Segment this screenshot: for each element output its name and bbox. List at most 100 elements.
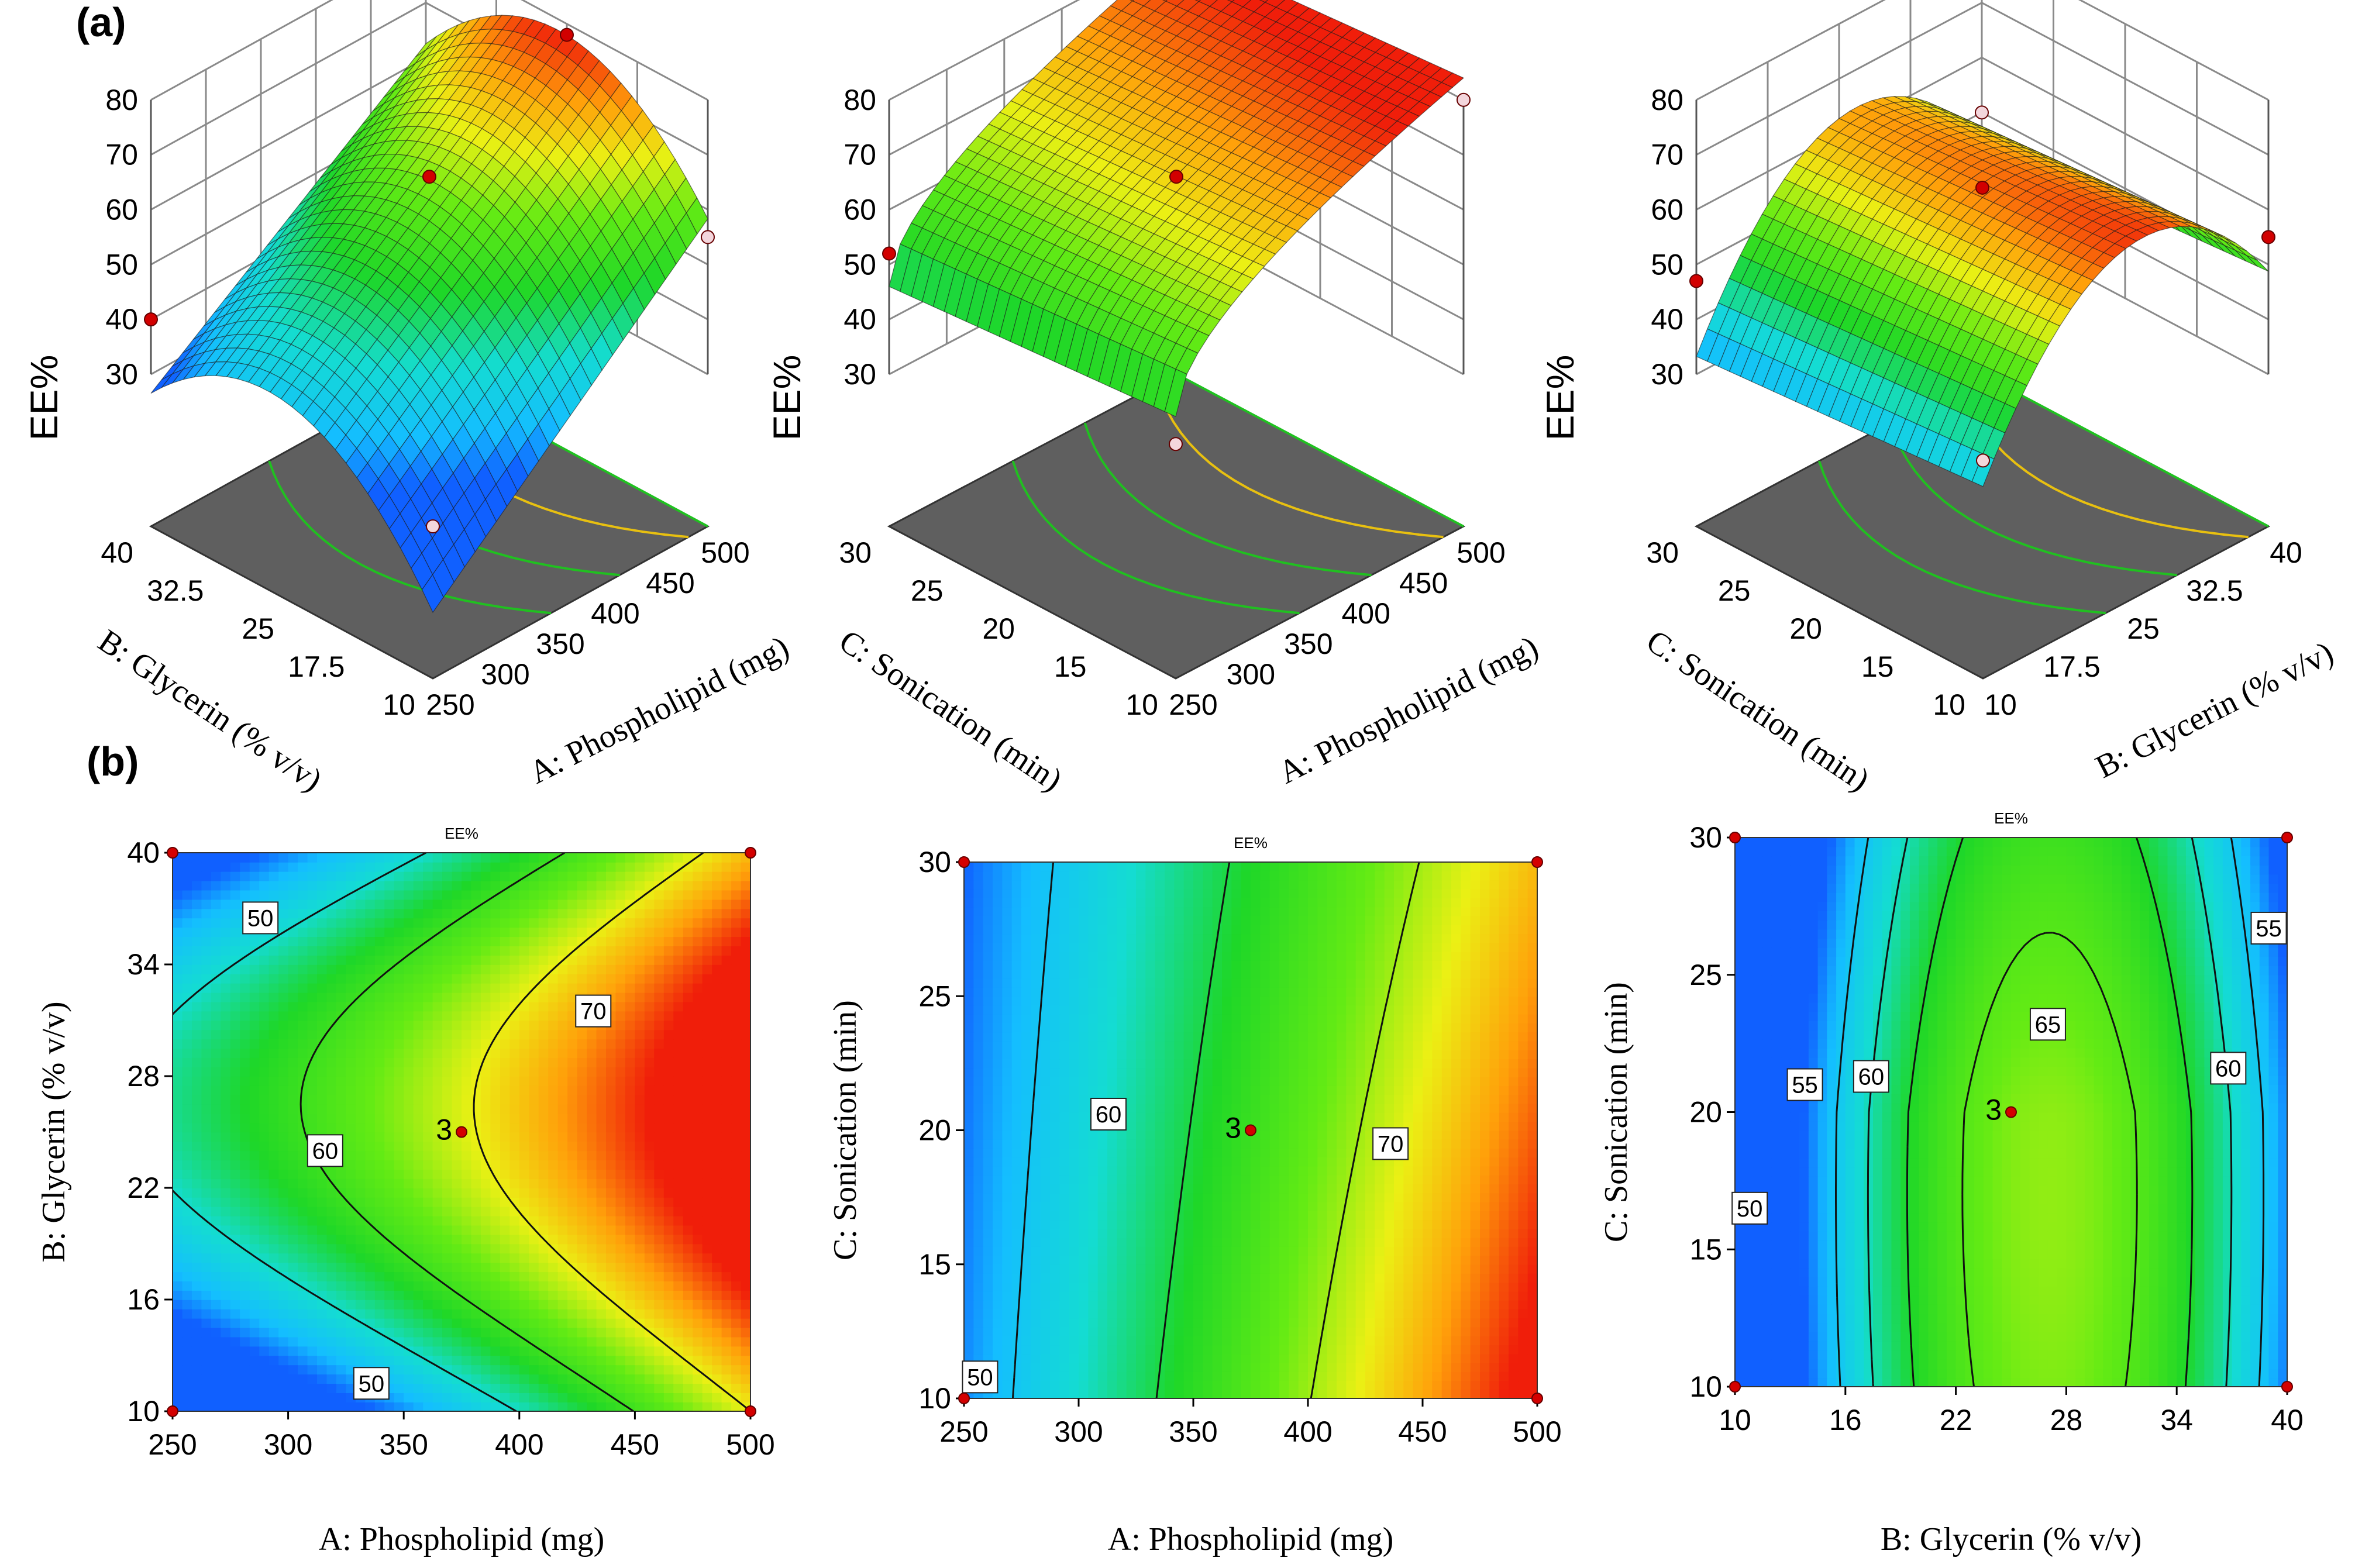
heatmap-cell: [317, 1113, 328, 1124]
heatmap-cell: [663, 1300, 674, 1309]
heatmap-cell: [173, 1393, 183, 1402]
heatmap-cell: [644, 1039, 655, 1049]
heatmap-cell: [288, 1085, 298, 1095]
heatmap-cell: [731, 1281, 742, 1291]
heatmap-cell: [596, 1197, 607, 1207]
heatmap-cell: [654, 1011, 665, 1021]
heatmap-cell: [442, 1383, 453, 1393]
heatmap-cell: [663, 1067, 674, 1077]
heatmap-cell: [317, 1262, 328, 1273]
heatmap-cell: [221, 1048, 231, 1058]
heatmap-cell: [509, 1011, 520, 1021]
heatmap-cell: [741, 1374, 751, 1384]
heatmap-cell: [452, 1150, 462, 1161]
heatmap-cell: [673, 1374, 684, 1384]
heatmap-cell: [211, 1271, 222, 1281]
heatmap-cell: [240, 1076, 250, 1086]
heatmap-cell: [230, 1169, 241, 1179]
heatmap-cell: [432, 983, 443, 993]
heatmap-cell: [509, 1215, 520, 1226]
heatmap-cell: [557, 1393, 568, 1402]
heatmap-cell: [259, 1197, 270, 1207]
heatmap-cell: [452, 1094, 462, 1105]
heatmap-cell: [721, 1364, 732, 1375]
heatmap-cell: [182, 1104, 192, 1114]
design-point: [2261, 230, 2275, 244]
heatmap-cell: [278, 1113, 289, 1124]
y-tick-label: 40: [101, 536, 133, 569]
heatmap-cell: [538, 1300, 549, 1309]
heatmap-cell: [365, 1253, 376, 1263]
heatmap-cell: [365, 1234, 376, 1245]
heatmap-cell: [173, 1383, 183, 1393]
heatmap-cell: [741, 1393, 751, 1402]
heatmap-cell: [654, 1048, 665, 1058]
heatmap-cell: [741, 1039, 751, 1049]
heatmap-cell: [336, 1085, 347, 1095]
heatmap-cell: [413, 973, 424, 984]
heatmap-cell: [182, 1300, 192, 1309]
heatmap-cell: [307, 1076, 318, 1086]
heatmap-cell: [683, 1113, 693, 1124]
heatmap-cell: [374, 1281, 385, 1291]
heatmap-cell: [462, 1234, 472, 1245]
heatmap-cell: [500, 1104, 511, 1114]
heatmap-cell: [702, 1085, 712, 1095]
heatmap-cell: [221, 1113, 231, 1124]
heatmap-cell: [557, 1215, 568, 1226]
heatmap-cell: [625, 1057, 636, 1067]
heatmap-cell: [317, 1188, 328, 1198]
heatmap-cell: [509, 1104, 520, 1114]
heatmap-cell: [288, 1402, 298, 1412]
heatmap-cell: [442, 1243, 453, 1254]
heatmap-cell: [268, 1281, 279, 1291]
heatmap-cell: [288, 1308, 298, 1319]
z-tick-label: 30: [1651, 358, 1683, 391]
heatmap-cell: [683, 1076, 693, 1086]
heatmap-cell: [346, 1271, 356, 1281]
heatmap-cell: [683, 983, 693, 993]
heatmap-cell: [741, 1001, 751, 1012]
heatmap-cell: [259, 1355, 270, 1366]
heatmap-cell: [471, 1048, 481, 1058]
heatmap-cell: [548, 1150, 559, 1161]
heatmap-cell: [731, 1011, 742, 1021]
heatmap-cell: [693, 1141, 703, 1152]
heatmap-cell: [298, 1011, 308, 1021]
heatmap-cell: [404, 1104, 414, 1114]
heatmap-cell: [519, 1160, 530, 1170]
heatmap-cell: [288, 1243, 298, 1254]
heatmap-cell: [268, 1039, 279, 1049]
heatmap-cell: [452, 1318, 462, 1328]
heatmap-cell: [173, 1085, 183, 1095]
heatmap-cell: [663, 1094, 674, 1105]
heatmap-cell: [557, 1160, 568, 1170]
heatmap-cell: [519, 1374, 530, 1384]
heatmap-cell: [201, 1020, 212, 1031]
heatmap-cell: [317, 1374, 328, 1384]
heatmap-cell: [423, 1327, 433, 1338]
heatmap-cell: [240, 1178, 250, 1188]
heatmap-cell: [173, 1020, 183, 1031]
heatmap-cell: [317, 1076, 328, 1086]
heatmap-cell: [384, 1160, 395, 1170]
heatmap-cell: [635, 1029, 645, 1040]
heatmap-cell: [221, 1122, 231, 1133]
heatmap-cell: [191, 1001, 202, 1012]
heatmap-cell: [452, 983, 462, 993]
heatmap-cell: [741, 1364, 751, 1375]
heatmap-cell: [432, 1076, 443, 1086]
heatmap-cell: [606, 1271, 617, 1281]
heatmap-cell: [182, 1393, 192, 1402]
heatmap-cell: [173, 1346, 183, 1356]
heatmap-cell: [336, 1215, 347, 1226]
heatmap-cell: [577, 1132, 587, 1142]
heatmap-cell: [721, 1290, 732, 1300]
heatmap-cell: [606, 1364, 617, 1375]
heatmap-cell: [230, 1132, 241, 1142]
heatmap-cell: [221, 1141, 231, 1152]
heatmap-cell: [432, 1094, 443, 1105]
heatmap-cell: [663, 1039, 674, 1049]
heatmap-cell: [500, 1215, 511, 1226]
heatmap-cell: [654, 983, 665, 993]
